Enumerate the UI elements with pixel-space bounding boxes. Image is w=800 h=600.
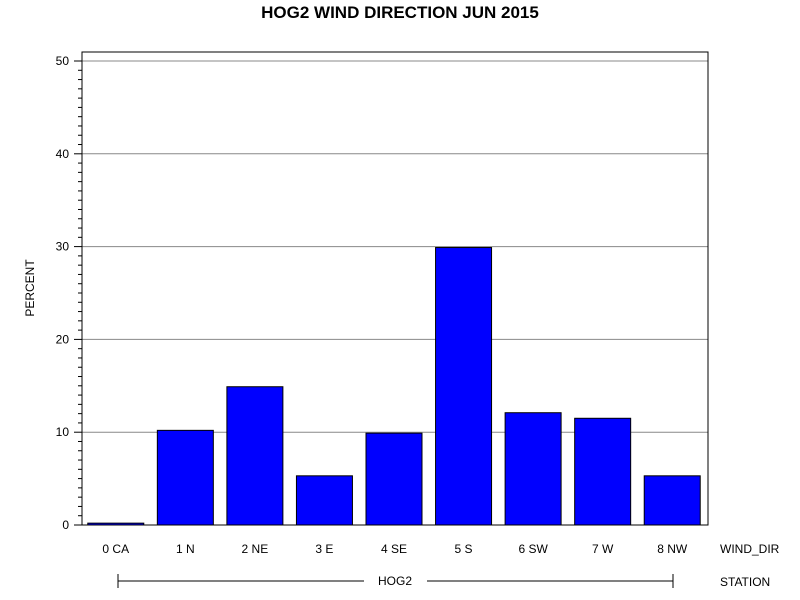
y-tick-label: 30 <box>56 240 70 254</box>
gridlines <box>82 60 708 433</box>
x-tick-label: 2 NE <box>242 542 269 556</box>
x-tick-label: 5 S <box>455 542 473 556</box>
y-axis-ticks: 0 10 20 30 40 50 <box>56 54 82 532</box>
y-tick-label: 50 <box>56 54 70 68</box>
bar-8-nw <box>643 475 701 526</box>
y-tick-label: 40 <box>56 147 70 161</box>
x-tick-label: 0 CA <box>102 542 129 556</box>
bar-1-n <box>156 429 214 526</box>
x-tick-label: 4 SE <box>381 542 407 556</box>
y-tick-label: 0 <box>62 518 69 532</box>
chart-title: HOG2 WIND DIRECTION JUN 2015 <box>261 3 539 22</box>
x-tick-label: 3 E <box>315 542 333 556</box>
bar-6-sw <box>504 412 562 526</box>
x-axis-tick-labels: 0 CA 1 N 2 NE 3 E 4 SE 5 S 6 SW 7 W 8 NW <box>102 542 687 556</box>
y-tick-label: 10 <box>56 425 70 439</box>
bar-3-e <box>295 475 353 526</box>
y-tick-label: 20 <box>56 332 70 346</box>
station-axis-label: STATION <box>720 575 770 589</box>
bars <box>87 247 701 526</box>
station-group-label: HOG2 <box>378 574 412 588</box>
x-tick-label: 6 SW <box>518 542 548 556</box>
y-axis-label: PERCENT <box>23 259 37 317</box>
x-axis-label: WIND_DIR <box>720 542 780 556</box>
y-minor-ticks <box>78 69 82 517</box>
station-group-bracket: HOG2 <box>117 574 674 588</box>
bar-5-s <box>435 247 493 526</box>
plot-frame <box>81 51 709 526</box>
bar-2-ne <box>226 386 284 526</box>
x-tick-label: 7 W <box>592 542 614 556</box>
x-tick-label: 1 N <box>176 542 195 556</box>
x-tick-label: 8 NW <box>657 542 688 556</box>
bar-7-w <box>574 417 632 526</box>
bar-4-se <box>365 432 423 526</box>
